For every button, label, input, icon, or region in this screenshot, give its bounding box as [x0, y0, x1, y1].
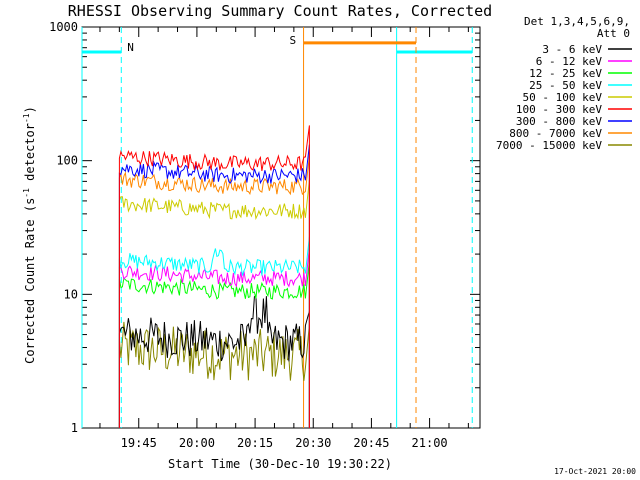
legend-entry-label: 800 - 7000 keV	[509, 127, 602, 140]
legend-entry-label: 3 - 6 keV	[542, 43, 602, 56]
legend-entry-label: 100 - 300 keV	[516, 103, 602, 116]
series-line	[118, 155, 310, 428]
x-tick-label: 20:30	[295, 436, 331, 450]
legend-entry-label: 50 - 100 keV	[523, 91, 603, 104]
y-tick-label: 1000	[49, 20, 78, 34]
series-line	[118, 179, 310, 428]
x-axis-label: Start Time (30-Dec-10 19:30:22)	[168, 457, 392, 471]
chart-title: RHESSI Observing Summary Count Rates, Co…	[68, 2, 492, 20]
legend-entry-label: 25 - 50 keV	[529, 79, 602, 92]
legend-header-2: Att 0	[597, 27, 630, 40]
y-tick-label: 100	[56, 154, 78, 168]
series-line	[118, 144, 310, 428]
legend-entry-label: 12 - 25 keV	[529, 67, 602, 80]
series-line	[118, 236, 310, 428]
legend-header-1: Det 1,3,4,5,6,9,	[524, 15, 630, 28]
night-label: N	[127, 41, 134, 54]
x-tick-label: 20:00	[179, 436, 215, 450]
series-line	[118, 260, 310, 428]
series-line	[118, 125, 310, 428]
plot-area: 1 10 100 1000 19:45 20:00 20:15 20:30 20:45 21:00…	[49, 20, 481, 450]
x-tick-label: 21:00	[412, 436, 448, 450]
x-tick-label: 20:15	[237, 436, 273, 450]
x-tick-label: 19:45	[121, 436, 157, 450]
y-axis-label: Corrected Count Rate (s-1 detector-1)	[22, 106, 37, 364]
legend-entry-label: 300 - 800 keV	[516, 115, 602, 128]
y-tick-label: 1	[71, 421, 78, 435]
timestamp: 17-Oct-2021 20:00	[554, 467, 636, 476]
x-tick-label: 20:45	[353, 436, 389, 450]
series-line	[118, 247, 310, 428]
legend-entry-label: 7000 - 15000 keV	[496, 139, 602, 152]
series-line	[118, 294, 310, 428]
series-line	[118, 321, 310, 428]
legend-entry-label: 6 - 12 keV	[536, 55, 603, 68]
y-tick-label: 10	[64, 287, 78, 301]
plot-frame	[81, 26, 481, 429]
saa-label: S	[290, 34, 297, 47]
